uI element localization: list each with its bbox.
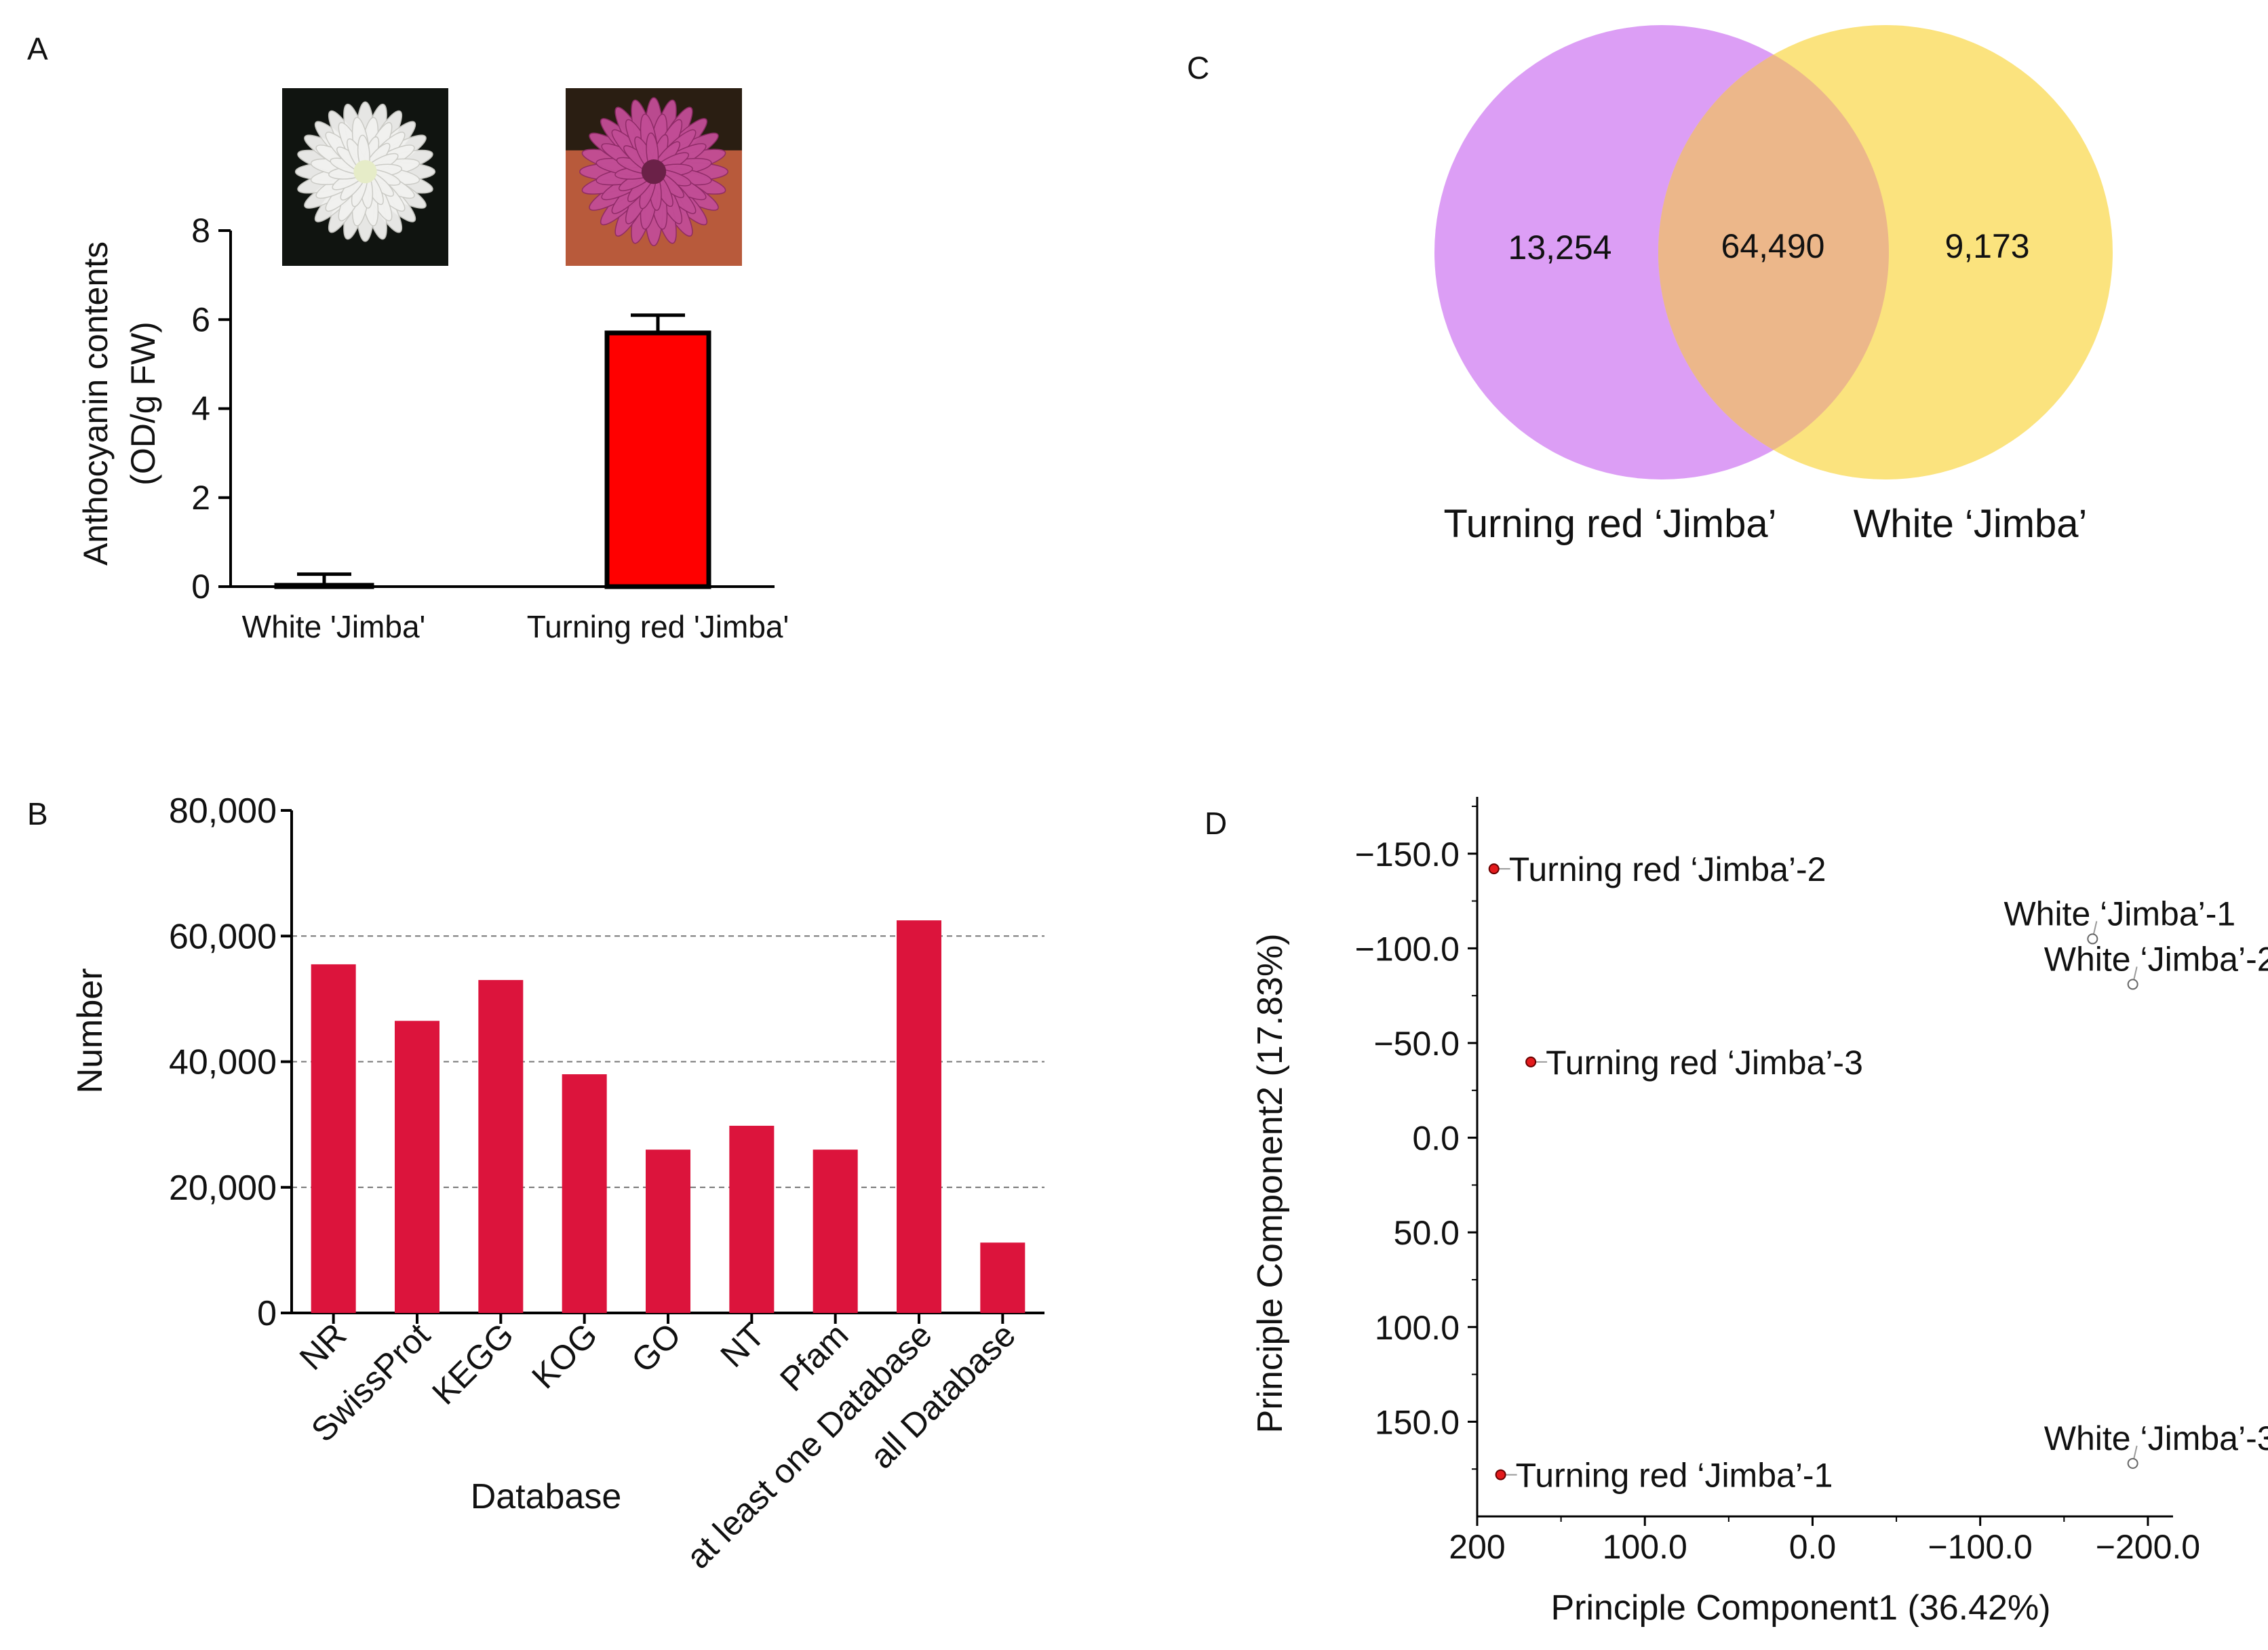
chart-d-ytick-label: 100.0 xyxy=(1375,1309,1460,1347)
chart-b-ytick-label: 0 xyxy=(257,1294,277,1333)
chart-d-xlabel: Principle Component1 (36.42%) xyxy=(1550,1588,2050,1628)
chart-b-bar xyxy=(311,964,356,1313)
chart-d-ytick-label: −50.0 xyxy=(1373,1025,1460,1063)
chart-b-category-label: NR xyxy=(292,1316,354,1377)
venn-overlap xyxy=(1658,54,1889,450)
chart-b-bar xyxy=(729,1125,775,1313)
chart-a-category-label: Turning red 'Jimba' xyxy=(527,609,789,644)
chart-d-ytick-label: 150.0 xyxy=(1375,1403,1460,1441)
chart-b-bar xyxy=(897,920,941,1313)
flower-center xyxy=(353,159,377,184)
chart-b-ytick-label: 20,000 xyxy=(169,1168,277,1208)
chart-a: Anthocyanin contents (OD/g FW) 0 2 4 6 8 Whit… xyxy=(77,212,789,644)
chart-d-xtick-label: 0.0 xyxy=(1789,1528,1837,1566)
chart-b-bar xyxy=(980,1242,1025,1313)
chart-a-bar xyxy=(274,583,374,589)
chart-b-bar xyxy=(478,980,524,1313)
chart-b-category-label: KOG xyxy=(524,1316,604,1396)
panel-label-b: B xyxy=(27,796,48,831)
chart-a-ytick-label: 6 xyxy=(191,300,210,338)
chart-d-point xyxy=(2127,979,2138,990)
chart-d-point xyxy=(1495,1469,1506,1480)
venn-label-white: White ‘Jimba’ xyxy=(1854,502,2088,546)
chart-b-ytick-label: 40,000 xyxy=(169,1043,277,1082)
chart-b-category-label: KEGG xyxy=(425,1316,521,1412)
venn-count-overlap: 64,490 xyxy=(1721,227,1825,265)
chart-d-ytick-label: −150.0 xyxy=(1355,836,1460,873)
chart-a-ytick-label: 4 xyxy=(191,390,210,428)
chart-d: Principle Component2 (17.83%) Principle … xyxy=(1251,797,2268,1628)
chart-d-ylabel: Principle Component2 (17.83%) xyxy=(1251,933,1290,1433)
chart-d-point-label: White ‘Jimba’-2 xyxy=(2044,940,2268,978)
chart-b-category-label: all Database xyxy=(863,1316,1023,1476)
chart-a-bar xyxy=(604,330,711,589)
chart-b: Number Database 0 20,000 40,000 60,000 80,00… xyxy=(71,791,1044,1576)
chart-b-ytick-label: 60,000 xyxy=(169,917,277,956)
chart-d-xtick-label: −100.0 xyxy=(1928,1528,2033,1566)
chart-d-ytick-label: −100.0 xyxy=(1355,930,1460,968)
chart-d-point xyxy=(1488,863,1500,875)
chart-d-xtick-label: 100.0 xyxy=(1603,1528,1687,1566)
chart-b-category-label: NT xyxy=(713,1316,772,1375)
chart-d-point xyxy=(2127,1457,2138,1469)
chart-b-bar xyxy=(562,1074,607,1313)
chart-b-category-label: GO xyxy=(624,1316,688,1380)
chart-a-ytick-label: 8 xyxy=(191,212,210,250)
panel-label-c: C xyxy=(1187,50,1209,85)
chart-b-ytick-label: 80,000 xyxy=(169,791,277,831)
chart-b-xlabel: Database xyxy=(471,1477,622,1516)
chart-b-bar xyxy=(646,1150,690,1313)
chart-d-point-label: Turning red ‘Jimba’-3 xyxy=(1546,1044,1863,1082)
venn-label-turning-red: Turning red ‘Jimba’ xyxy=(1443,502,1776,546)
chart-b-ylabel: Number xyxy=(71,968,110,1094)
venn-count-turning-red-only: 13,254 xyxy=(1508,229,1612,267)
chart-a-ytick-label: 2 xyxy=(191,479,210,517)
venn-count-white-only: 9,173 xyxy=(1944,227,2029,265)
chart-d-xtick-label: −200.0 xyxy=(2096,1528,2200,1566)
chart-b-bar xyxy=(813,1150,858,1313)
flower-center xyxy=(641,159,667,184)
chart-d-point xyxy=(1525,1056,1537,1067)
chart-d-point-label: Turning red ‘Jimba’-1 xyxy=(1516,1457,1833,1495)
white-flower-photo xyxy=(282,88,448,266)
panel-label-d: D xyxy=(1205,806,1227,841)
red-flower-photo xyxy=(566,88,742,266)
chart-a-category-label: White 'Jimba' xyxy=(242,609,426,644)
chart-d-point-label: White ‘Jimba’-3 xyxy=(2044,1419,2268,1457)
venn-c: 13,254 64,490 9,173 Turning red ‘Jimba’ Whit… xyxy=(1434,25,2113,546)
chart-a-ylabel-unit: (OD/g FW) xyxy=(124,321,162,486)
panel-label-a: A xyxy=(27,31,48,66)
chart-a-ytick-label: 0 xyxy=(191,568,210,606)
chart-d-point-label: White ‘Jimba’-1 xyxy=(2003,895,2235,932)
chart-b-bar xyxy=(395,1021,439,1313)
chart-d-point-label: Turning red ‘Jimba’-2 xyxy=(1509,850,1826,888)
chart-d-xtick-label: 200 xyxy=(1449,1528,1505,1566)
chart-d-point xyxy=(2087,933,2098,945)
chart-d-ytick-label: 0.0 xyxy=(1412,1120,1460,1158)
chart-a-ylabel: Anthocyanin contents xyxy=(77,241,115,566)
chart-d-ytick-label: 50.0 xyxy=(1394,1214,1460,1252)
